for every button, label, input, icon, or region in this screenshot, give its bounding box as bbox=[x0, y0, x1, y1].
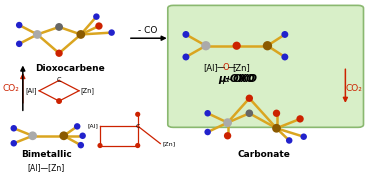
Text: Dioxocarbene: Dioxocarbene bbox=[35, 64, 105, 73]
Point bbox=[34, 33, 40, 36]
Point bbox=[274, 112, 280, 115]
Text: Bimetallic: Bimetallic bbox=[21, 150, 72, 159]
FancyBboxPatch shape bbox=[168, 5, 363, 127]
Point bbox=[56, 100, 62, 103]
Point bbox=[80, 134, 86, 137]
Point bbox=[109, 31, 115, 34]
Point bbox=[11, 142, 17, 145]
Point bbox=[56, 52, 62, 55]
Point bbox=[78, 144, 84, 147]
Text: CO₂: CO₂ bbox=[345, 84, 362, 93]
Point bbox=[16, 42, 22, 45]
Text: O: O bbox=[223, 63, 229, 72]
Text: [Al]: [Al] bbox=[87, 124, 98, 129]
Text: C: C bbox=[57, 77, 61, 83]
Point bbox=[183, 33, 189, 36]
Point bbox=[97, 144, 103, 147]
Point bbox=[301, 135, 307, 138]
Text: μ-OXO: μ-OXO bbox=[218, 74, 255, 84]
Point bbox=[265, 44, 270, 47]
Text: C: C bbox=[135, 124, 140, 129]
Text: μ-: μ- bbox=[222, 74, 232, 84]
Text: OXO: OXO bbox=[232, 74, 257, 84]
Text: Carbonate: Carbonate bbox=[238, 150, 290, 159]
Text: [Zn]: [Zn] bbox=[232, 63, 250, 72]
Point bbox=[246, 112, 252, 115]
Point bbox=[11, 127, 17, 130]
Point bbox=[203, 44, 209, 47]
Text: [Al]—[Zn]: [Al]—[Zn] bbox=[28, 163, 65, 172]
Point bbox=[297, 117, 303, 120]
Point bbox=[56, 26, 62, 29]
Point bbox=[282, 33, 288, 36]
Point bbox=[234, 44, 240, 47]
Text: [Zn]: [Zn] bbox=[162, 141, 175, 146]
Point bbox=[205, 131, 210, 134]
Point bbox=[78, 33, 84, 36]
Point bbox=[61, 134, 67, 137]
Point bbox=[93, 15, 99, 18]
Point bbox=[74, 125, 80, 128]
Point bbox=[183, 55, 189, 58]
Text: [Al]: [Al] bbox=[203, 63, 217, 72]
Point bbox=[286, 139, 292, 142]
Text: —: — bbox=[228, 63, 236, 72]
Point bbox=[205, 112, 210, 115]
Point bbox=[225, 134, 231, 137]
Point bbox=[282, 55, 288, 58]
Text: [Al]: [Al] bbox=[26, 87, 37, 94]
Point bbox=[135, 113, 141, 116]
Point bbox=[274, 127, 280, 130]
Point bbox=[246, 97, 252, 100]
Point bbox=[16, 24, 22, 27]
Text: —: — bbox=[216, 63, 224, 72]
Text: [Zn]: [Zn] bbox=[81, 87, 95, 94]
Point bbox=[30, 134, 36, 137]
Point bbox=[135, 144, 141, 147]
Text: - CO: - CO bbox=[138, 26, 157, 35]
Point bbox=[225, 121, 231, 124]
Text: CO₂: CO₂ bbox=[3, 84, 19, 93]
Point bbox=[96, 25, 102, 28]
